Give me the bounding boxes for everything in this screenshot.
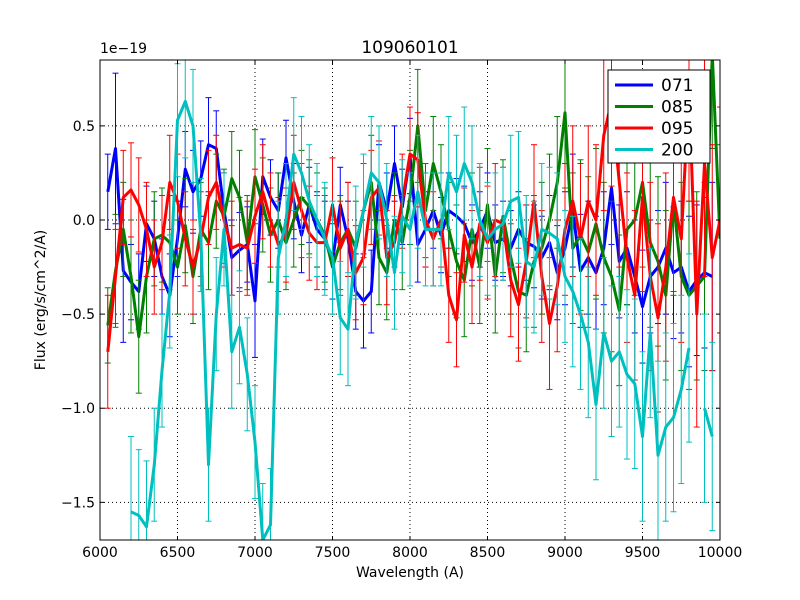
series-line-200 (130, 99, 714, 540)
y-scale-offset-label: 1e−19 (100, 41, 147, 57)
series-line-095 (106, 86, 720, 352)
series-group (104, 60, 720, 540)
series-line-085 (106, 60, 720, 339)
x-axis-label: Wavelength (A) (356, 565, 464, 581)
x-tick-label: 6000 (82, 545, 118, 561)
y-tick-label: −1.5 (61, 495, 95, 511)
legend-label-071: 071 (661, 76, 693, 96)
chart-title: 109060101 (361, 38, 458, 58)
legend-label-095: 095 (661, 119, 693, 139)
x-tick-label: 7000 (237, 545, 273, 561)
ticks: 6000 6500 7000 7500 8000 8500 9000 9500 10000 −1.… (61, 60, 742, 561)
y-tick-label: −1.0 (61, 401, 95, 417)
x-tick-label: 8500 (470, 545, 506, 561)
x-tick-label: 7500 (315, 545, 351, 561)
y-tick-label: 0.0 (73, 213, 95, 229)
y-tick-label: −0.5 (61, 307, 95, 323)
y-axis-label: Flux (erg/s/cm^2/A) (33, 230, 49, 370)
x-tick-label: 9000 (547, 545, 583, 561)
x-tick-label: 8000 (392, 545, 428, 561)
y-tick-label: 0.5 (73, 119, 95, 135)
series-200 (128, 60, 716, 540)
x-tick-label: 10000 (698, 545, 743, 561)
x-tick-label: 6500 (160, 545, 196, 561)
x-tick-label: 9500 (625, 545, 661, 561)
legend-label-200: 200 (661, 141, 693, 161)
legend-label-085: 085 (661, 98, 693, 118)
